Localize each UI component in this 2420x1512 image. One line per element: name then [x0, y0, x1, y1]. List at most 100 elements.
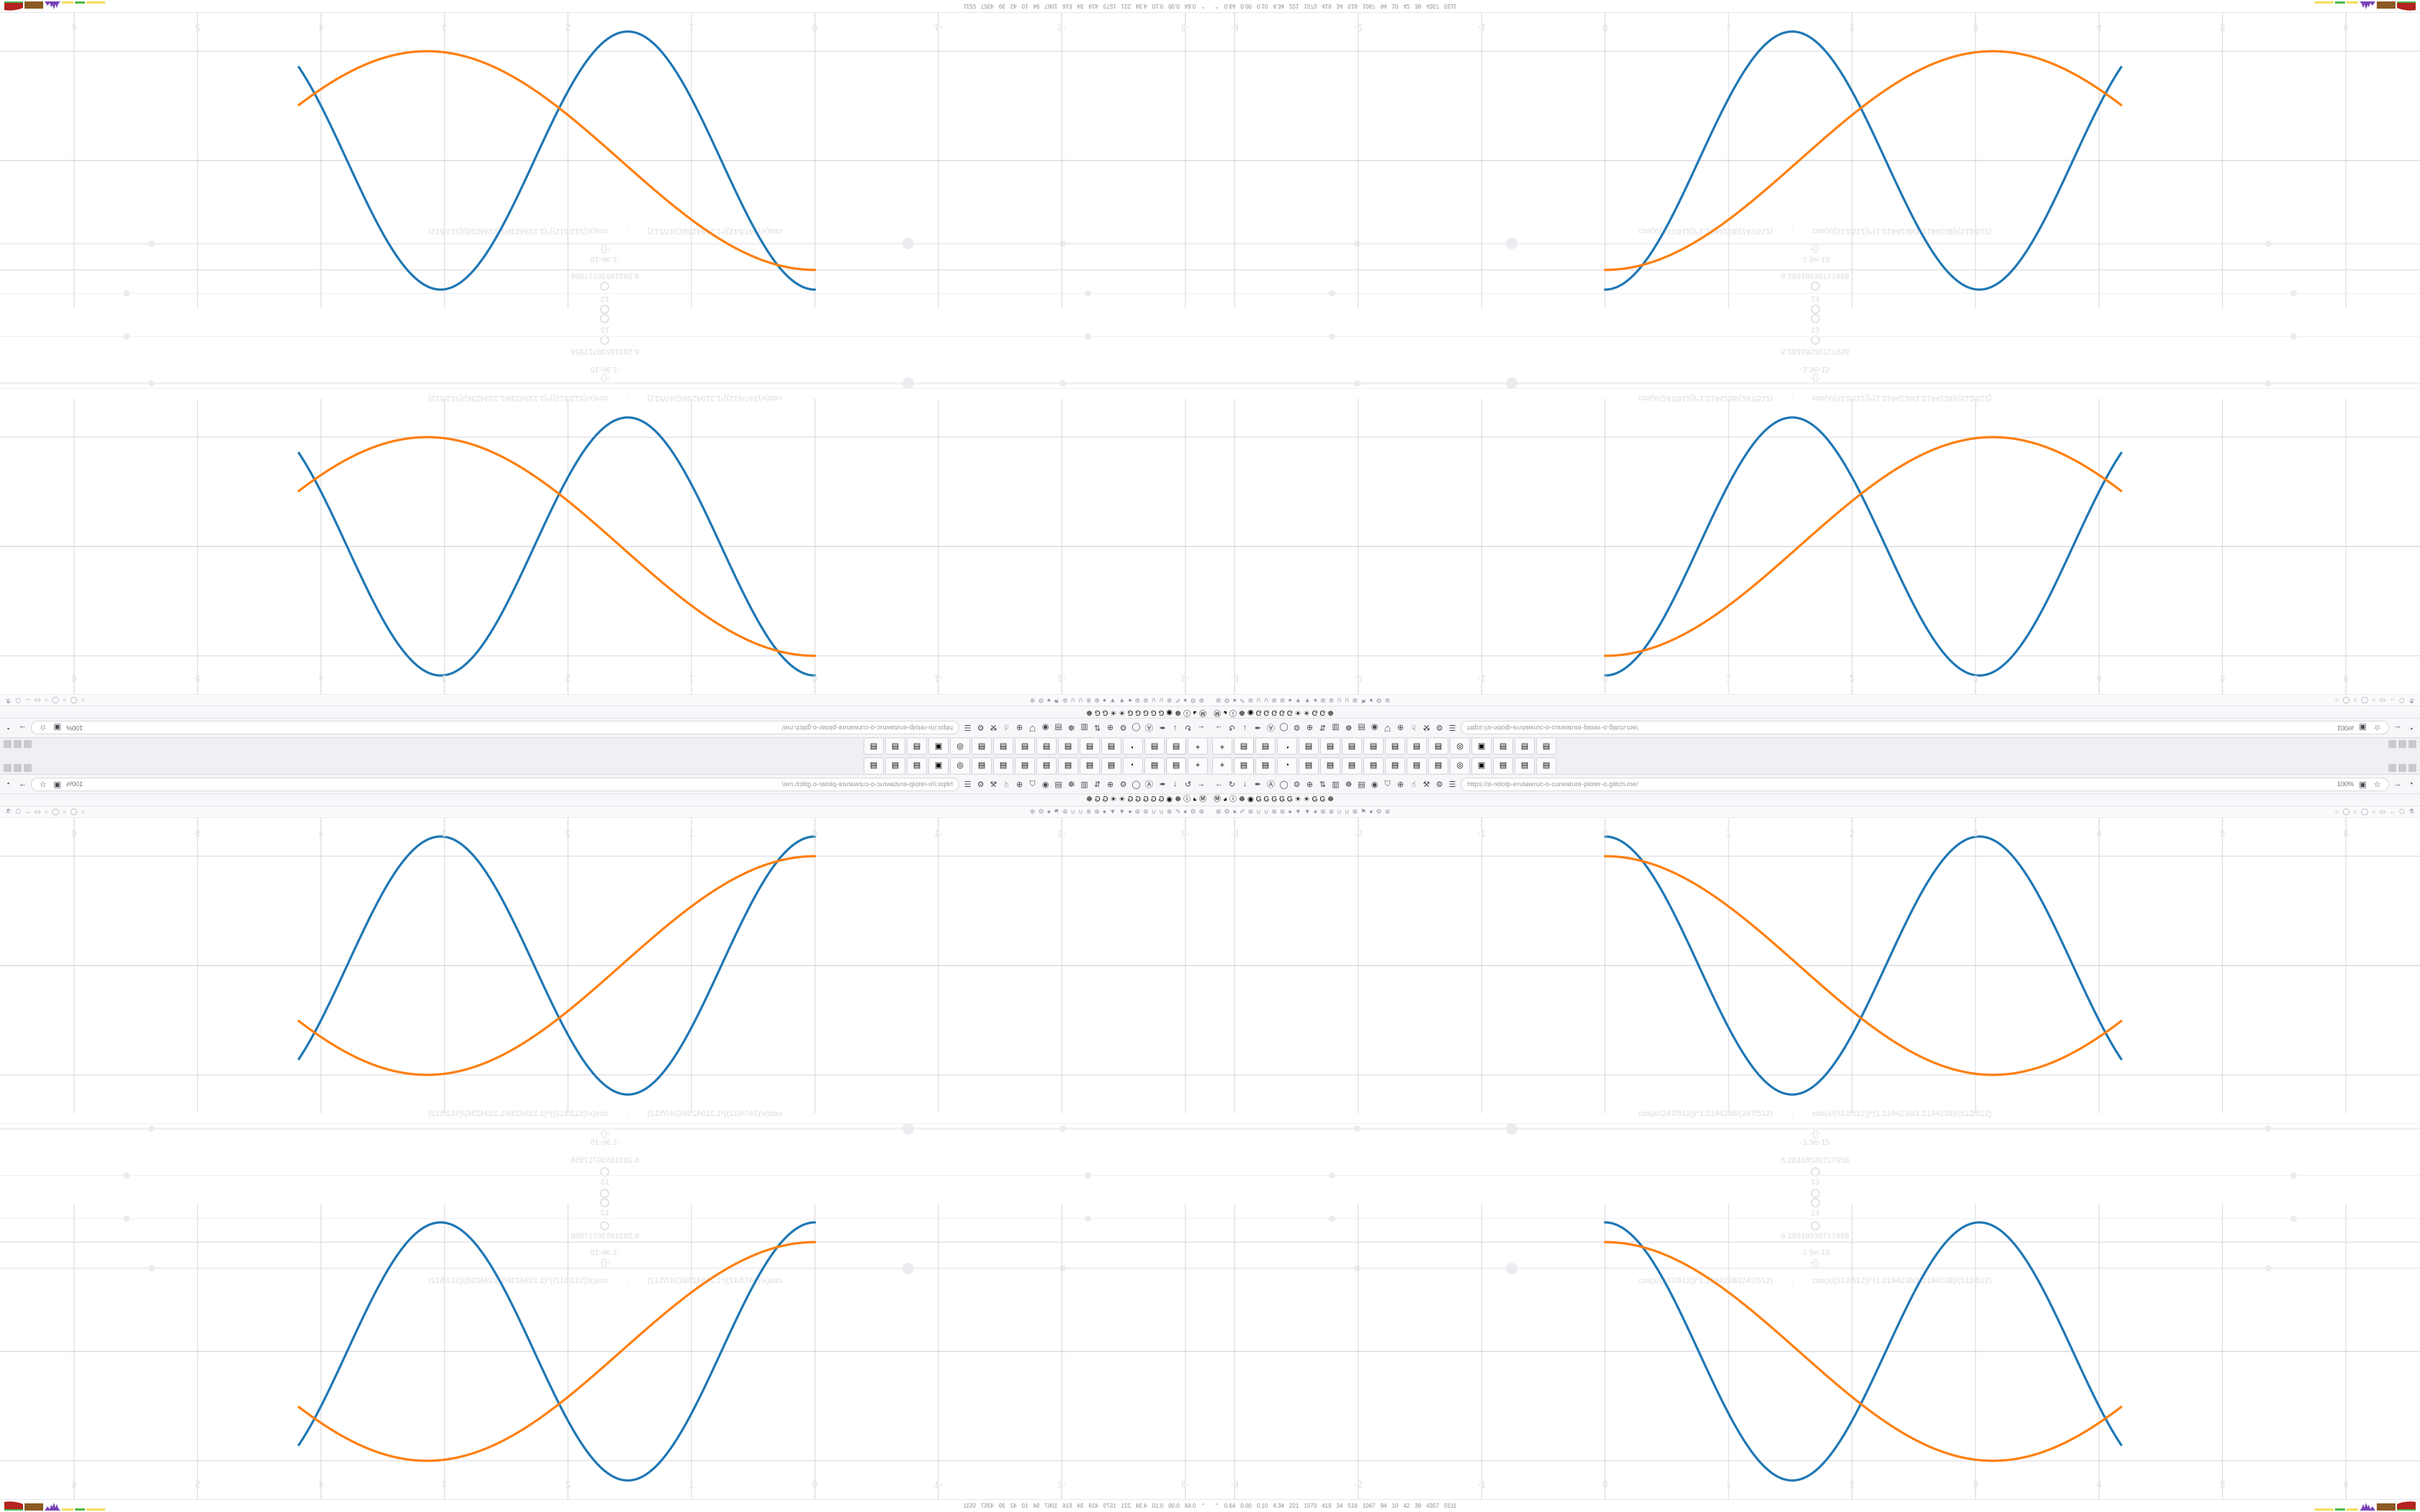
lock-shield-icon[interactable]: ⛉	[1029, 779, 1036, 788]
globe-icon-2[interactable]: ⊕	[1094, 808, 1100, 815]
extension-icon-14[interactable]: ☸	[1085, 708, 1093, 716]
extension-icon-8[interactable]: G	[1279, 708, 1285, 716]
globe-icon[interactable]: ⊕	[1143, 697, 1149, 704]
grid-icon-2[interactable]: ⊕	[1247, 697, 1254, 704]
account-icon[interactable]: ◔	[2408, 724, 2414, 732]
browser-tab[interactable]: ▤	[1299, 757, 1319, 773]
curve-icon-3[interactable]: ∪	[1337, 697, 1342, 704]
download-icon[interactable]: ↓	[1242, 724, 1247, 732]
sync-icon[interactable]: ⇅	[1093, 780, 1101, 789]
browser-tab[interactable]: ▤	[1363, 757, 1384, 773]
browser-tab[interactable]: ▤	[1255, 739, 1276, 755]
globe-icon-2[interactable]: ⊕	[1320, 697, 1326, 704]
drop-icon-2[interactable]: ▼	[1109, 697, 1116, 704]
curve-icon-3[interactable]: ∪	[1078, 808, 1083, 815]
extension-icon-6[interactable]: G	[1150, 796, 1157, 804]
menu-icon[interactable]: ☰	[964, 723, 972, 732]
flask-icon[interactable]: ⚗	[6, 697, 12, 704]
translate-icon[interactable]: Ⓐ	[1145, 723, 1153, 732]
arrow-left-icon[interactable]: ←	[24, 697, 31, 704]
extension-icon-0[interactable]: Ⓜ	[1214, 708, 1221, 716]
browser-tab[interactable]: ▤	[1234, 757, 1254, 773]
extension-icon-12[interactable]: G	[1102, 796, 1108, 804]
extension-icon-4[interactable]: ◉	[1166, 796, 1173, 804]
control-tau-top[interactable]: 6.28318530717958	[0, 336, 1210, 356]
browser-tab[interactable]: ▤	[1515, 739, 1535, 755]
menu-icon[interactable]: ☰	[1448, 780, 1456, 789]
count-knob-top[interactable]	[600, 1189, 610, 1198]
gear-icon-2[interactable]: ⚙	[1376, 808, 1382, 815]
control-count-top[interactable]: 13	[1210, 1178, 2420, 1198]
extension-icon-10[interactable]: ☀	[1119, 708, 1126, 716]
arrow-left-icon[interactable]: ←	[2389, 697, 2396, 704]
period-slider-icon[interactable]	[600, 375, 610, 382]
app-toolbar[interactable]: ⊕ ⚙ ● ✐ ⊕ ∪ ∪ ⊕ ⊕ ● ▼ ▼ ● ⊕ ⊕ ∪ ∪ ⊕ ⚑ ● ⚙ ⊕ ○ ◯ ○ ◯ ○ ▭ ← ⬡ ⚗	[0, 694, 1210, 706]
control-period-top[interactable]: -1.9e-15	[1210, 364, 2420, 382]
sync-icon[interactable]: ⇅	[1319, 780, 1327, 789]
side-dot-left-4[interactable]	[1354, 1265, 1361, 1272]
wrench-icon[interactable]: ⚒	[1422, 780, 1430, 789]
hexagon-icon[interactable]: ⬡	[15, 808, 21, 815]
forward-arrow-icon[interactable]: →	[19, 780, 27, 788]
navigation-toolbar[interactable]: ← ↻ ↓ ✒ Ⓐ ◯ ⚙ ⊕ ⇅ ▥ ☸ ▤ ◉ ⛉ ⊕ ☝ ⚒ ⚙ ☰ https://o-retolp-eru…	[1210, 775, 2420, 794]
target-icon-2[interactable]: ⊕	[1352, 808, 1358, 815]
extension-icon-11[interactable]: ☀	[1110, 708, 1117, 716]
extension-icon-9[interactable]: G	[1127, 796, 1134, 804]
menu-icon[interactable]: ☰	[964, 780, 972, 789]
reader-mode-icon[interactable]: ◯	[1279, 723, 1289, 732]
extension-icon-1[interactable]: ◕	[1192, 708, 1197, 716]
extension-icon-3[interactable]: ☸	[1174, 796, 1181, 804]
wrench-icon[interactable]: ⚒	[990, 723, 998, 732]
curve-icon-2[interactable]: ∪	[1263, 808, 1269, 815]
slider-track-1[interactable]	[0, 1128, 1210, 1130]
browser-tab[interactable]: ◎	[950, 739, 970, 755]
close-button[interactable]	[2408, 764, 2416, 772]
target-icon-2[interactable]: ⊕	[1352, 697, 1358, 704]
control-period-top[interactable]: -1.9e-15	[1210, 1130, 2420, 1148]
adblock-icon[interactable]: ◉	[1041, 723, 1049, 732]
dot-icon-2[interactable]: ◯	[70, 808, 78, 815]
flag-icon[interactable]: ⚑	[1360, 697, 1367, 704]
highlighter-icon[interactable]: ✒	[1254, 723, 1262, 732]
trash-icon[interactable]: ▥	[1080, 723, 1088, 732]
extension-icon-4[interactable]: ◉	[1166, 708, 1173, 716]
collapse-icon[interactable]: ⌃	[1214, 1503, 1219, 1509]
control-tau-top[interactable]: 6.28318530717958	[1210, 336, 2420, 356]
grid-icon-2[interactable]: ⊕	[1247, 808, 1254, 815]
browser-tab[interactable]: ◎	[1450, 739, 1470, 755]
globe-icon[interactable]: ☸	[1067, 780, 1075, 789]
slider-track-2[interactable]	[1210, 1267, 2420, 1269]
flag-icon[interactable]: ⚑	[1360, 808, 1367, 815]
browser-tab[interactable]: ▤	[1080, 739, 1100, 755]
window-controls[interactable]	[2385, 738, 2420, 748]
count-knob-top[interactable]	[1810, 314, 1820, 323]
comment-icon[interactable]: ▭	[2379, 808, 2386, 815]
grid-icon-3[interactable]: ⊕	[1029, 808, 1036, 815]
browser-tab[interactable]: ▤	[1036, 739, 1057, 755]
extension-icon-5[interactable]: G	[1255, 708, 1262, 716]
target-icon-2[interactable]: ⊕	[1062, 808, 1068, 815]
tau-knob-top[interactable]	[1810, 1167, 1820, 1176]
leaf-icon-2[interactable]: ●	[1313, 808, 1318, 815]
slider-thumb-2[interactable]	[1506, 1263, 1518, 1274]
forward-arrow-icon[interactable]: →	[19, 724, 27, 732]
side-dot-left-1[interactable]	[1354, 1125, 1361, 1132]
collapse-icon[interactable]: ⌃	[1201, 1503, 1206, 1509]
shield-icon[interactable]: ⚙	[1293, 780, 1301, 789]
app-toolbar[interactable]: ⊕ ⚙ ● ✐ ⊕ ∪ ∪ ⊕ ⊕ ● ▼ ▼ ● ⊕ ⊕ ∪ ∪ ⊕ ⚑ ● ⚙ ⊕ ○ ◯ ○ ◯ ○ ▭ ← ⬡ ⚗	[0, 806, 1210, 818]
extension-icon-10[interactable]: ☀	[1294, 708, 1301, 716]
extension-icon-7[interactable]: G	[1271, 708, 1278, 716]
curve-icon-4[interactable]: ∪	[1344, 697, 1350, 704]
drop-icon-2[interactable]: ▼	[1109, 808, 1116, 815]
browser-tab[interactable]: ▤	[1058, 739, 1078, 755]
grid-icon[interactable]: ⊕	[1198, 697, 1204, 704]
pin-icon-2[interactable]: ●	[1047, 697, 1051, 704]
control-count-top[interactable]: 13	[0, 1178, 1210, 1198]
browser-tab[interactable]: ▤	[1493, 739, 1513, 755]
gear-icon[interactable]: ⚙	[1190, 697, 1196, 704]
extension-icon-8[interactable]: G	[1135, 708, 1141, 716]
curvature-plot-top[interactable]: -3 -2 -1 0 1 2 3 4 5 6	[0, 399, 1210, 694]
menu-icon[interactable]: ☰	[1448, 723, 1456, 732]
flag-icon[interactable]: ⚑	[1053, 697, 1060, 704]
curvature-plot-bottom[interactable]: -3 -2 -1 0 1 2 3 4 5 6	[1210, 13, 2420, 308]
